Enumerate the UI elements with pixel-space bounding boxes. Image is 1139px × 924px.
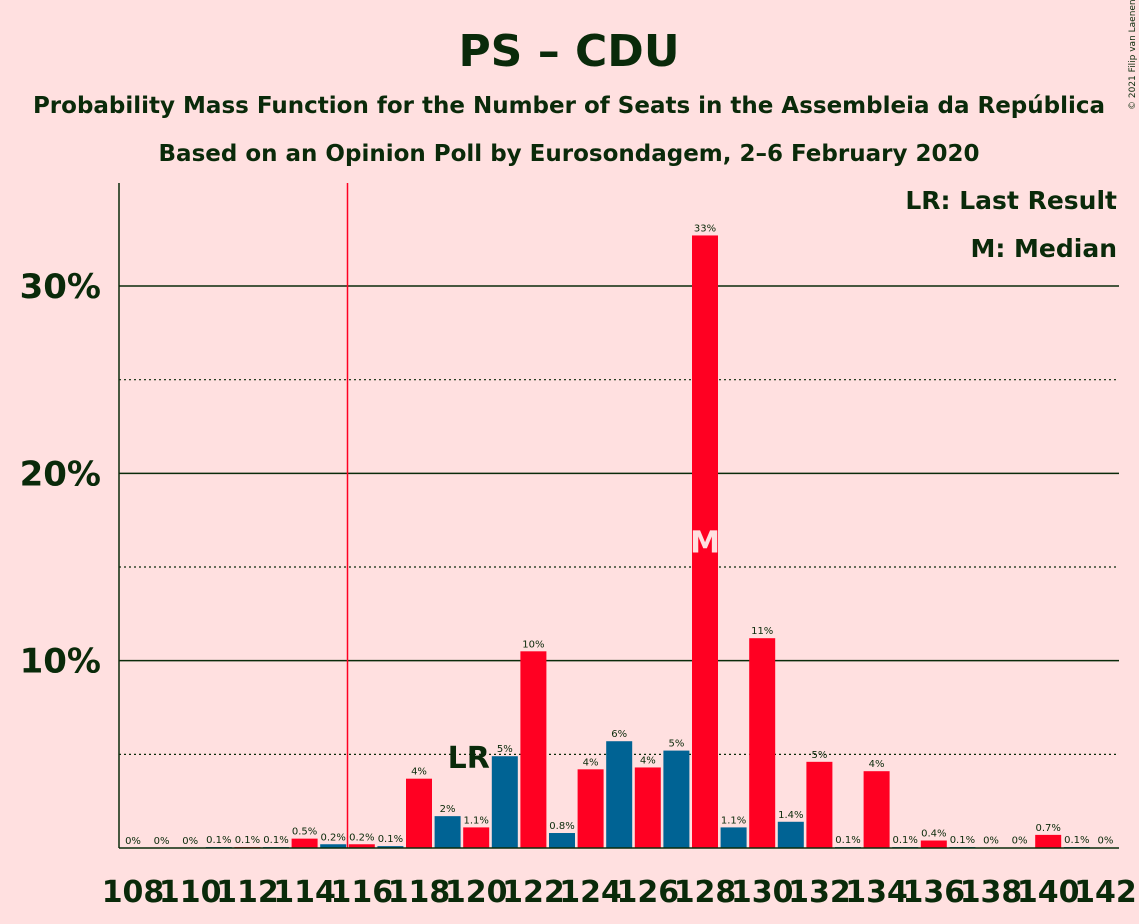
bar-value-label: 33% [694,223,716,234]
x-tick-label: 112 [216,875,279,910]
x-tick-label: 142 [1074,875,1137,910]
x-tick-label: 124 [559,875,622,910]
chart-subtitle-2: Based on an Opinion Poll by Eurosondagem… [159,141,980,167]
bar-value-label: 5% [668,739,684,750]
bar-value-label: 0.4% [921,829,946,840]
bar [1035,834,1062,848]
x-tick-label: 126 [616,875,679,910]
bar-value-label: 1.1% [463,815,488,826]
bar-value-label: 0% [125,836,141,847]
x-tick-label: 108 [102,875,165,910]
chart-subtitle-1: Probability Mass Function for the Number… [33,93,1105,119]
bar [377,846,404,848]
bar-value-label: 0.1% [1064,835,1089,846]
x-tick-label: 140 [1017,875,1080,910]
bar-value-labels: 0% 0% 0% 0.1% 0.1% 0.1%0.5%0.2% 0.2% 0.1%4%2%1.… [125,223,1113,847]
bar [348,844,375,848]
bar-value-label: 0% [182,836,198,847]
x-tick-label: 114 [273,875,336,910]
bar-value-label: 1.1% [721,815,746,826]
legend-median: M: Median [970,234,1117,263]
bar [549,833,575,848]
bar [320,844,347,848]
y-tick-label: 10% [20,642,101,682]
bar-value-label: 5% [497,744,513,755]
x-tick-label: 110 [159,875,222,910]
bar [520,651,547,848]
bar-value-label: 0.1% [835,835,860,846]
x-tick-label: 118 [388,875,451,910]
bar [806,761,833,848]
bar-value-label: 0.5% [292,827,317,838]
bar-value-label: 0% [1097,836,1113,847]
bar-value-label: 5% [811,750,827,761]
legend-last-result: LR: Last Result [905,186,1117,215]
bar-value-label: 0.8% [549,821,574,832]
bar-value-label: 2% [440,804,456,815]
bar-value-label: 0.1% [206,835,231,846]
chart-title: PS – CDU [458,26,679,77]
x-tick-label: 130 [731,875,794,910]
x-axis-tick-labels: 1081101121141161181201221241261281301321… [102,875,1137,910]
bar [577,769,604,848]
bar [749,638,776,848]
bar [663,750,690,848]
last-result-marker: LR [448,741,490,776]
bar [863,771,890,848]
bar-value-label: 0% [1012,836,1028,847]
bar-value-label: 0.1% [263,835,288,846]
x-tick-label: 134 [845,875,908,910]
bar-value-label: 0.7% [1035,823,1060,834]
bar [463,827,490,848]
bar [434,816,461,848]
x-tick-label: 138 [960,875,1023,910]
bar [291,838,318,848]
bars [205,235,1119,849]
bar [406,778,432,848]
bar-value-label: 0.1% [950,835,975,846]
x-tick-label: 116 [330,875,393,910]
bar-value-label: 0.1% [892,835,917,846]
bar-value-label: 10% [522,639,544,650]
bar-value-label: 0.2% [349,832,374,843]
y-axis-tick-labels: 10% 20% 30% [20,267,101,682]
bar-value-label: 0% [154,836,170,847]
gridlines [119,285,1119,755]
bar-value-label: 0.1% [235,835,260,846]
bar-value-label: 4% [869,759,885,770]
x-tick-label: 128 [674,875,737,910]
bar-value-label: 1.4% [778,810,803,821]
bar-value-label: 6% [611,729,627,740]
bar [491,756,518,848]
bar-value-label: 4% [640,755,656,766]
copyright-notice: © 2021 Filip van Laenen [1128,0,1138,110]
bar-value-label: 0.1% [378,834,403,845]
x-tick-label: 122 [502,875,565,910]
bar-value-label: 0.2% [320,832,345,843]
x-tick-label: 136 [902,875,965,910]
bar [720,827,747,848]
bar-value-label: 11% [751,626,773,637]
bar [777,821,804,848]
x-tick-label: 132 [788,875,851,910]
median-marker: M [690,526,720,561]
y-tick-label: 20% [20,454,101,494]
bar [692,235,718,849]
bar [606,741,633,848]
bar-value-label: 4% [411,767,427,778]
bar-value-label: 0% [983,836,999,847]
y-tick-label: 30% [20,267,101,307]
bar [634,767,661,848]
bar [920,840,947,848]
bar-value-label: 4% [583,757,599,768]
x-tick-label: 120 [445,875,508,910]
